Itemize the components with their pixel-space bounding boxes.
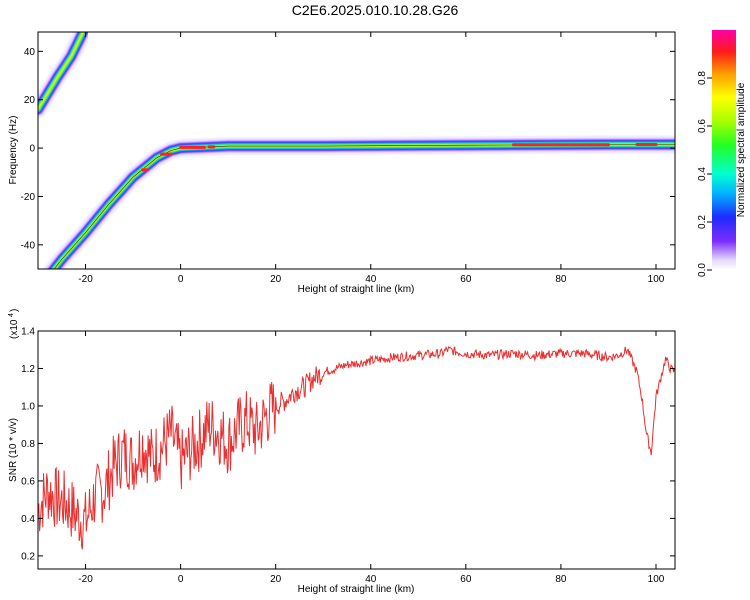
svg-text:): ) [9,309,20,312]
x-tick-label: -20 [78,274,93,285]
y-tick-label: 20 [24,95,36,106]
y-tick-label: 0.6 [21,476,35,487]
colorbar-gradient [712,30,736,270]
x-tick-label: 0 [178,274,184,285]
spectrogram-panel: -20 0 20 40 60 80 100 -40 -20 0 20 40 Height of str… [8,31,676,295]
snr-plot-area [38,345,675,550]
colorbar-tick-label: 0.4 [697,167,708,181]
snr-panel: -20 0 20 40 60 80 100 0.2 0.4 0.6 0.8 1.0 1.2 1.4 Hei… [8,309,676,595]
y-tick-label: 1.4 [21,327,35,338]
colorbar: 0.0 0.2 0.4 0.6 0.8 Normalized spectral ampl… [697,30,747,277]
x-tick-label: 40 [365,274,377,285]
spectral-ridge-aliased-layer-6 [38,32,85,111]
y-tick-label: 0 [29,144,35,155]
snr-x-label: Height of straight line (km) [298,584,415,595]
y-tick-label: 0.2 [21,551,35,562]
y-tick-label: 1.0 [21,401,35,412]
spectrogram-ticks: -20 0 20 40 60 80 100 -40 -20 0 20 40 [21,32,675,285]
spectral-ridge-main-outline [53,144,675,269]
x-tick-label: 0 [178,574,184,585]
colorbar-ticks: 0.0 0.2 0.4 0.6 0.8 [697,71,712,277]
x-tick-label: 80 [555,274,567,285]
y-tick-label: -40 [21,240,36,251]
x-tick-label: 40 [365,574,377,585]
snr-series-line [38,345,675,550]
x-tick-label: 20 [270,574,282,585]
spectrogram-x-label: Height of straight line (km) [298,284,415,295]
snr-scale-label: (x10 4 ) [8,309,20,339]
snr-ticks: -20 0 20 40 60 80 100 0.2 0.4 0.6 0.8 1.0 1.2 1.4 [21,327,675,585]
x-tick-label: 80 [555,574,567,585]
y-tick-label: 1.2 [21,364,35,375]
svg-text:(x10: (x10 [9,319,20,339]
y-tick-label: 0.4 [21,514,35,525]
colorbar-tick-label: 0.0 [697,263,708,277]
svg-text:4: 4 [8,313,15,317]
spectral-ridge-main-layer-1 [45,138,675,269]
colorbar-tick-label: 0.8 [697,71,708,85]
x-tick-label: 100 [648,274,665,285]
colorbar-tick-label: 0.2 [697,215,708,229]
spectrogram-frame [37,31,676,270]
x-tick-label: 60 [460,574,472,585]
colorbar-label: Normalized spectral amplitude [736,82,747,217]
x-tick-label: 20 [270,274,282,285]
snr-y-label: SNR (10 * v/v) [8,418,19,482]
y-tick-label: -20 [21,192,36,203]
x-tick-label: -20 [78,574,93,585]
spectrogram-plot-area [38,32,675,269]
x-tick-label: 100 [648,574,665,585]
figure-title: C2E6.2025.010.10.28.G26 [292,2,459,18]
y-tick-label: 0.8 [21,439,35,450]
snr-frame [37,330,676,570]
spectrogram-y-label: Frequency (Hz) [8,116,19,185]
y-tick-label: 40 [24,47,36,58]
colorbar-tick-label: 0.6 [697,119,708,133]
x-tick-label: 60 [460,274,472,285]
